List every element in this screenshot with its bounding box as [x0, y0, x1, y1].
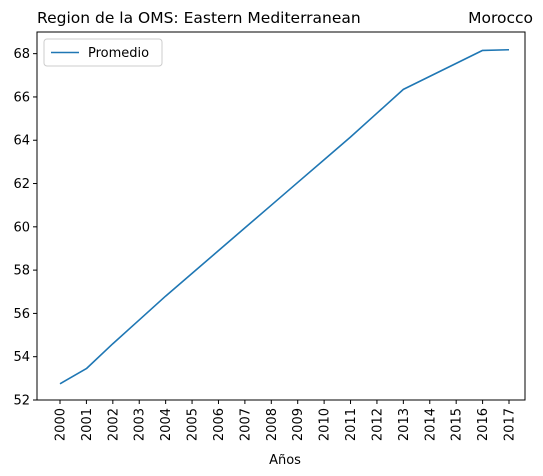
x-tick-label: 2001 — [80, 408, 95, 441]
x-tick-label: 2010 — [318, 408, 333, 441]
series-line-promedio — [59, 48, 510, 385]
x-tick-label: 2013 — [397, 408, 412, 441]
y-tick-label: 66 — [13, 90, 30, 105]
y-tick-label: 58 — [13, 264, 30, 279]
x-tick-label: 2008 — [265, 408, 280, 441]
x-tick-label: 2004 — [159, 408, 174, 441]
x-tick-label: 2005 — [186, 408, 201, 441]
y-tick-label: 60 — [13, 220, 30, 235]
x-tick-label: 2015 — [450, 408, 465, 441]
x-tick-label: 2011 — [344, 408, 359, 441]
y-tick-label: 56 — [13, 307, 30, 322]
legend-frame — [43, 38, 163, 67]
x-tick-label: 2007 — [238, 408, 253, 441]
series-layer — [59, 48, 510, 385]
x-axis: 2000 2001 2002 2003 2004 2005 2006 2007 2008 2009… — [54, 400, 518, 441]
legend: Promedio — [43, 38, 163, 67]
y-tick-label: 64 — [13, 134, 30, 149]
y-tick-label: 62 — [13, 177, 30, 192]
x-tick-label: 2014 — [423, 408, 438, 441]
x-axis-label: Años — [269, 453, 301, 468]
x-tick-label: 2002 — [106, 408, 121, 441]
x-tick-label: 2017 — [503, 408, 518, 441]
chart-title: Region de la OMS: Eastern Mediterranean — [37, 9, 361, 27]
chart-subtitle-country: Morocco — [468, 9, 533, 27]
x-tick-label: 2012 — [370, 408, 385, 441]
x-tick-label: 2000 — [54, 408, 69, 441]
x-tick-label: 2003 — [133, 408, 148, 441]
y-tick-label: 68 — [13, 47, 30, 62]
x-tick-label: 2006 — [212, 408, 227, 441]
y-axis: 52 54 56 58 60 62 64 66 68 — [13, 47, 37, 409]
x-tick-label: 2009 — [291, 408, 306, 441]
x-tick-label: 2016 — [476, 408, 491, 441]
y-tick-label: 54 — [13, 350, 30, 365]
plot-area — [36, 31, 526, 401]
legend-label-promedio: Promedio — [88, 46, 149, 61]
y-tick-label: 52 — [13, 394, 30, 409]
